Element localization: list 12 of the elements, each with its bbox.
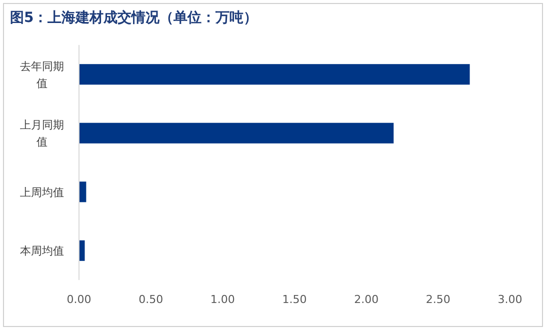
y-tick-label: 本周均值: [20, 244, 64, 258]
y-tick-label: 上周均值: [20, 186, 64, 199]
x-tick-label: 0.00: [66, 293, 92, 306]
x-tick-label: 0.50: [138, 293, 164, 306]
chart-title: 图5：上海建材成交情况（单位：万吨）: [10, 9, 258, 26]
x-tick-label: 1.00: [210, 293, 235, 306]
y-tick-label: 上月同期值: [20, 118, 64, 149]
y-tick-label: 去年同期值: [20, 60, 64, 90]
x-tick-label: 2.00: [354, 293, 379, 306]
x-tick-label: 3.00: [498, 293, 522, 306]
x-tick-label: 1.50: [282, 293, 307, 306]
x-tick-label: 2.50: [426, 293, 450, 306]
